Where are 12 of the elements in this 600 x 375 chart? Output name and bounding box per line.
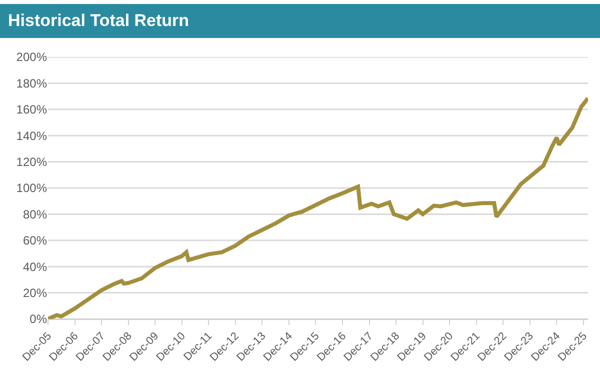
y-tick-label: 180% [16,76,48,90]
y-tick-label: 60% [22,234,48,248]
chart-title: Historical Total Return [0,4,600,38]
y-tick-label: 40% [22,260,48,274]
y-tick-label: 140% [16,128,48,143]
y-tick-label: 20% [22,286,48,300]
y-tick-label: 100% [16,181,48,196]
y-tick-label: 120% [16,155,48,169]
y-tick-label: 80% [22,207,48,222]
y-tick-label: 160% [16,102,48,117]
y-tick-label: 0% [30,312,48,326]
y-tick-label: 200% [16,50,48,64]
